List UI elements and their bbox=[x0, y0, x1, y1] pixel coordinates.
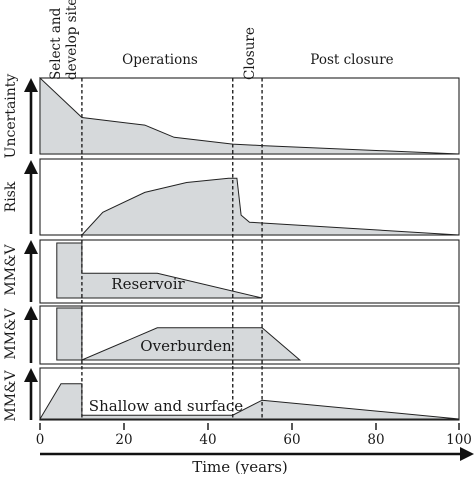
reservoir-panel bbox=[39, 239, 460, 304]
shallow-surface-label: Shallow and surface bbox=[89, 397, 244, 415]
area-risk bbox=[80, 177, 460, 236]
reservoir-label: Reservoir bbox=[111, 275, 185, 293]
shallow-panel bbox=[39, 367, 460, 421]
select-phase-line1: Select and bbox=[48, 7, 64, 80]
operations-phase-label: Operations bbox=[122, 52, 198, 68]
overburden-mmv-arrow bbox=[24, 306, 38, 363]
shallow-mmv-label: MM&V bbox=[3, 369, 19, 421]
x-tick-20: 20 bbox=[115, 432, 132, 448]
x-axis-label: Time (years) bbox=[192, 458, 288, 474]
overburden-mmv-label: MM&V bbox=[3, 307, 19, 359]
x-tick-100: 100 bbox=[446, 432, 472, 448]
select-phase-line2: develop site bbox=[64, 0, 80, 80]
overburden-label: Overburden bbox=[140, 337, 232, 355]
phase-boundaries bbox=[81, 78, 263, 420]
uncertainty-label: Uncertainty bbox=[3, 74, 19, 159]
closure-phase-label: Closure bbox=[242, 27, 258, 80]
risk-arrow bbox=[24, 160, 38, 234]
area-shallow-and-surface bbox=[39, 383, 460, 420]
area-uncertainty bbox=[39, 76, 460, 155]
shallow-mmv-arrow bbox=[24, 368, 38, 420]
reservoir-mmv-arrow bbox=[24, 240, 38, 302]
post-closure-phase-label: Post closure bbox=[310, 52, 393, 68]
area-series bbox=[39, 76, 460, 420]
risk-label: Risk bbox=[3, 181, 19, 212]
select-phase-label: Select and develop site bbox=[48, 0, 80, 80]
time-arrow-head bbox=[460, 447, 474, 461]
uncertainty-arrow bbox=[24, 78, 38, 154]
x-tick-60: 60 bbox=[283, 432, 300, 448]
reservoir-mmv-label: MM&V bbox=[3, 243, 19, 295]
x-axis: 0 20 40 60 80 100 Time (years) bbox=[36, 423, 474, 476]
overburden-panel bbox=[39, 305, 460, 365]
x-tick-80: 80 bbox=[367, 432, 384, 448]
x-tick-0: 0 bbox=[36, 432, 45, 448]
x-tick-40: 40 bbox=[199, 432, 216, 448]
area-overburden bbox=[56, 307, 302, 361]
